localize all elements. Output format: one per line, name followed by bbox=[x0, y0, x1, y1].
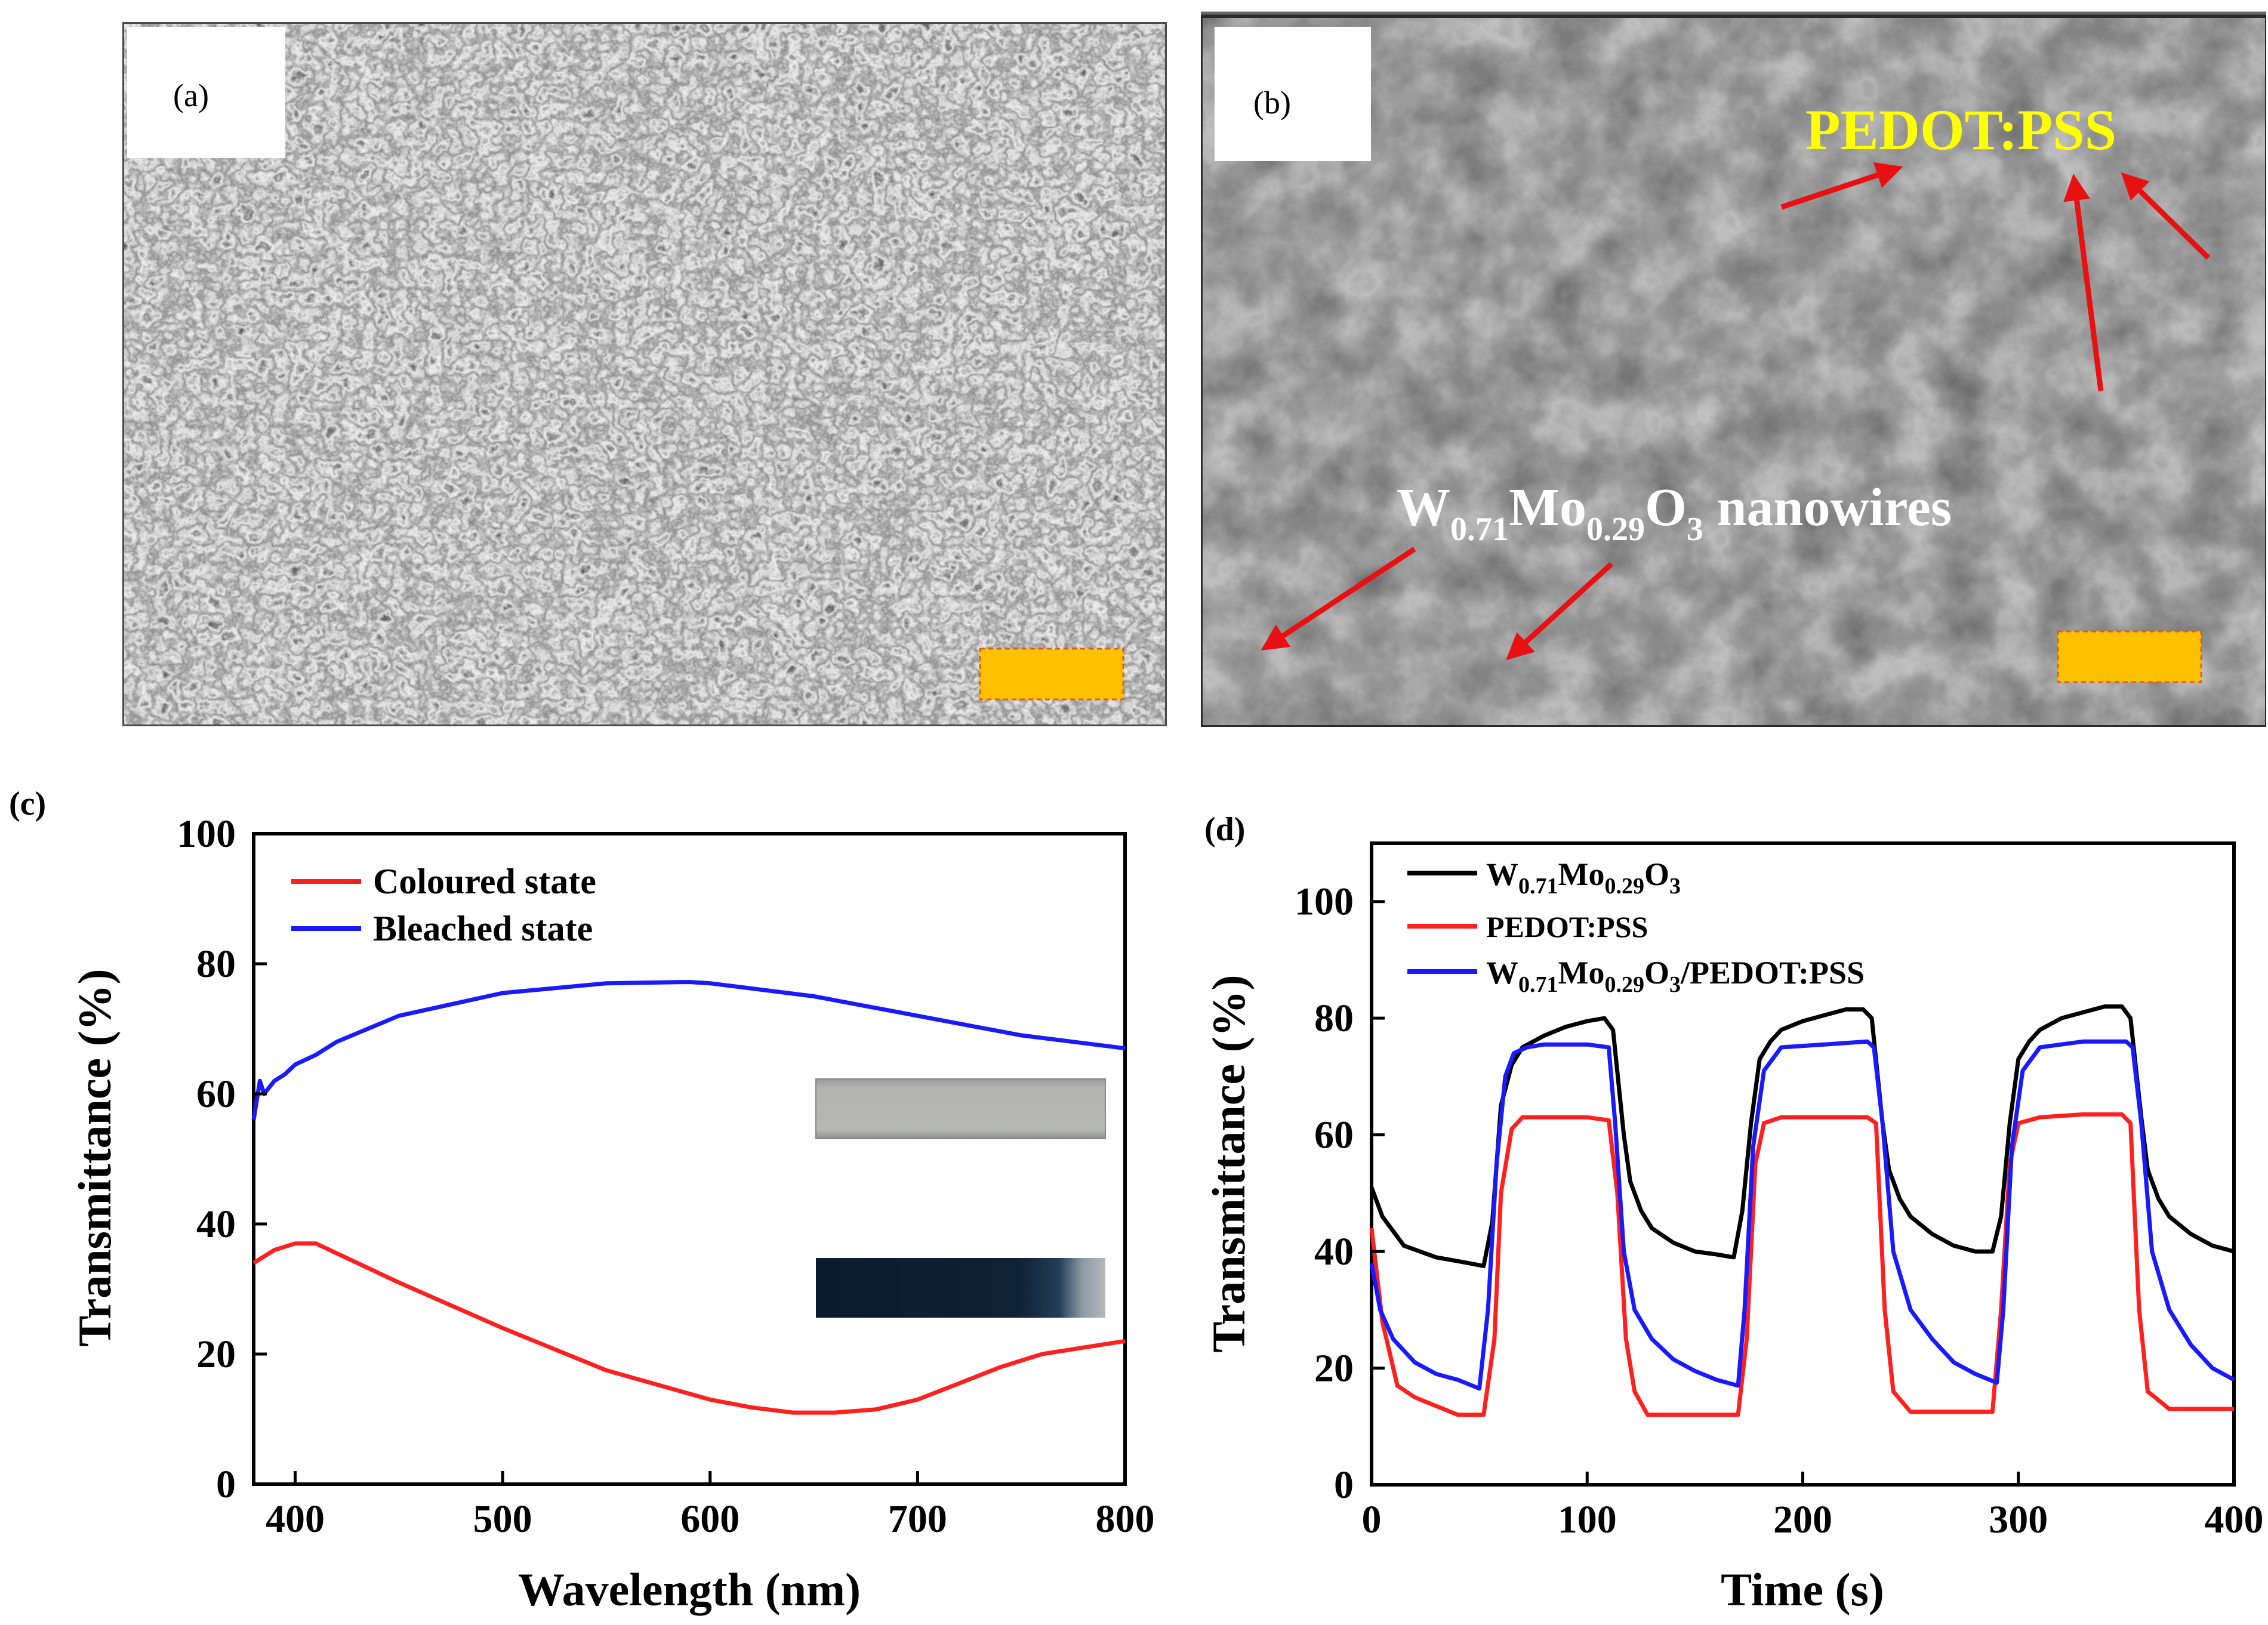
chart-c-x-tick-label-2: 600 bbox=[680, 1497, 739, 1541]
chart-d-y-axis-label: Transmittance (%) bbox=[1203, 975, 1255, 1352]
sem-image-b bbox=[1203, 18, 2265, 725]
chart-c-ticks: 400 500 600 700 800 0 20 40 60 80 100 bbox=[177, 812, 1155, 1541]
panel-b-label: (b) bbox=[1253, 85, 1291, 121]
chart-d-y-tick-label-4: 80 bbox=[1314, 997, 1354, 1040]
chart-d-legend: W0.71Mo0.29O3 PEDOT:PSS W0.71Mo0.29O3/PE… bbox=[1407, 856, 1865, 997]
coloured-sample-photo bbox=[816, 1258, 1105, 1318]
chart-c-x-axis-label: Wavelength (nm) bbox=[518, 1564, 861, 1615]
scale-bar-b bbox=[2057, 630, 2202, 683]
chart-d: (d) 0 100 200 300 400 0 20 40 60 80 100 Time (s) T… bbox=[1203, 811, 2264, 1615]
chart-d-series-group bbox=[1369, 1004, 2235, 1417]
chart-d-x-tick-label-1: 100 bbox=[1558, 1498, 1617, 1541]
chart-c-x-tick-label-1: 500 bbox=[473, 1497, 532, 1541]
chart-d-x-tick-label-0: 0 bbox=[1362, 1498, 1382, 1541]
chart-d-x-tick-label-3: 300 bbox=[1989, 1498, 2048, 1541]
chart-c-y-tick-label-4: 80 bbox=[196, 942, 236, 986]
legend-label-wmo: W0.71Mo0.29O3 bbox=[1486, 856, 1681, 899]
chart-d-panel-label: (d) bbox=[1204, 811, 1245, 848]
chart-c-y-tick-label-3: 60 bbox=[196, 1072, 236, 1116]
panel-b-label-box bbox=[1215, 27, 1371, 161]
chart-c-y-axis-label: Transmittance (%) bbox=[69, 969, 121, 1346]
chart-c-y-tick-label-5: 100 bbox=[177, 812, 236, 856]
chart-c-y-tick-label-1: 20 bbox=[196, 1333, 236, 1376]
nanowires-annotation: W0.71Mo0.29O3 nanowires bbox=[1397, 478, 1952, 548]
chart-d-x-axis-label: Time (s) bbox=[1721, 1564, 1884, 1615]
scale-bar-a bbox=[979, 647, 1124, 701]
panel-a-label: (a) bbox=[173, 78, 209, 113]
chart-c-x-tick-label-4: 800 bbox=[1096, 1497, 1155, 1541]
chart-c-series-line-0 bbox=[252, 1241, 1126, 1415]
chart-c-inset-photos bbox=[815, 1078, 1106, 1318]
chart-c-series-group bbox=[251, 980, 1126, 1415]
nanowire-arrow-1 bbox=[1261, 547, 1416, 650]
chart-c-series-line-1 bbox=[251, 980, 1126, 1121]
chart-d-series-line-1 bbox=[1369, 1112, 2234, 1417]
nanowire-arrow-2 bbox=[1506, 562, 1614, 661]
chart-c-x-tick-label-3: 700 bbox=[888, 1497, 947, 1541]
panel-a: (a) bbox=[122, 22, 1167, 726]
chart-d-x-tick-label-2: 200 bbox=[1773, 1498, 1832, 1541]
chart-d-plot-frame bbox=[1370, 841, 2236, 1487]
chart-c: (c) 400 500 600 700 800 0 20 40 60 80 100 Waveleng… bbox=[9, 785, 1155, 1615]
chart-d-ticks: 0 100 200 300 400 0 20 40 60 80 100 bbox=[1295, 880, 2264, 1541]
chart-c-y-tick-label-2: 40 bbox=[196, 1202, 236, 1246]
pedot-arrow-2 bbox=[2063, 174, 2104, 391]
chart-d-y-tick-label-3: 60 bbox=[1314, 1114, 1354, 1157]
chart-d-series-line-0 bbox=[1369, 1004, 2235, 1268]
legend-label-pedot: PEDOT:PSS bbox=[1486, 910, 1648, 943]
chart-d-y-tick-label-5: 100 bbox=[1295, 880, 1354, 924]
chart-c-legend: Coloured state Bleached state bbox=[291, 862, 596, 948]
chart-d-x-tick-label-4: 400 bbox=[2205, 1498, 2264, 1541]
chart-c-y-tick-label-0: 0 bbox=[216, 1463, 236, 1506]
chart-c-x-tick-label-0: 400 bbox=[266, 1497, 325, 1541]
chart-d-y-tick-label-1: 20 bbox=[1314, 1347, 1354, 1390]
chart-d-y-tick-label-0: 0 bbox=[1334, 1463, 1354, 1507]
legend-label-composite: W0.71Mo0.29O3/PEDOT:PSS bbox=[1486, 955, 1865, 997]
panel-b: (b) PEDOT:PSS W0.71Mo0.29O3 nanowires bbox=[1201, 11, 2266, 727]
chart-c-panel-label: (c) bbox=[9, 785, 46, 822]
legend-label-coloured: Coloured state bbox=[373, 862, 596, 901]
chart-d-y-tick-label-2: 40 bbox=[1314, 1230, 1354, 1274]
pedot-arrow-1 bbox=[1780, 162, 1903, 210]
sem-image-a bbox=[124, 24, 1165, 724]
bleached-sample-photo bbox=[815, 1078, 1106, 1139]
pedot-annotation: PEDOT:PSS bbox=[1805, 98, 2116, 162]
legend-label-bleached: Bleached state bbox=[373, 909, 593, 948]
panel-a-label-box bbox=[127, 27, 285, 158]
chart-d-series-line-2 bbox=[1369, 1039, 2235, 1391]
pedot-arrow-3 bbox=[2121, 172, 2211, 260]
